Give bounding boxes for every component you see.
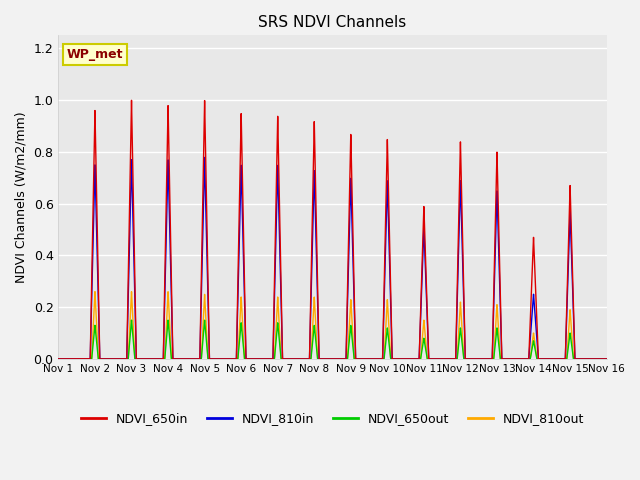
Y-axis label: NDVI Channels (W/m2/mm): NDVI Channels (W/m2/mm): [15, 111, 28, 283]
Legend: NDVI_650in, NDVI_810in, NDVI_650out, NDVI_810out: NDVI_650in, NDVI_810in, NDVI_650out, NDV…: [76, 407, 589, 430]
Text: WP_met: WP_met: [67, 48, 123, 61]
Title: SRS NDVI Channels: SRS NDVI Channels: [259, 15, 406, 30]
